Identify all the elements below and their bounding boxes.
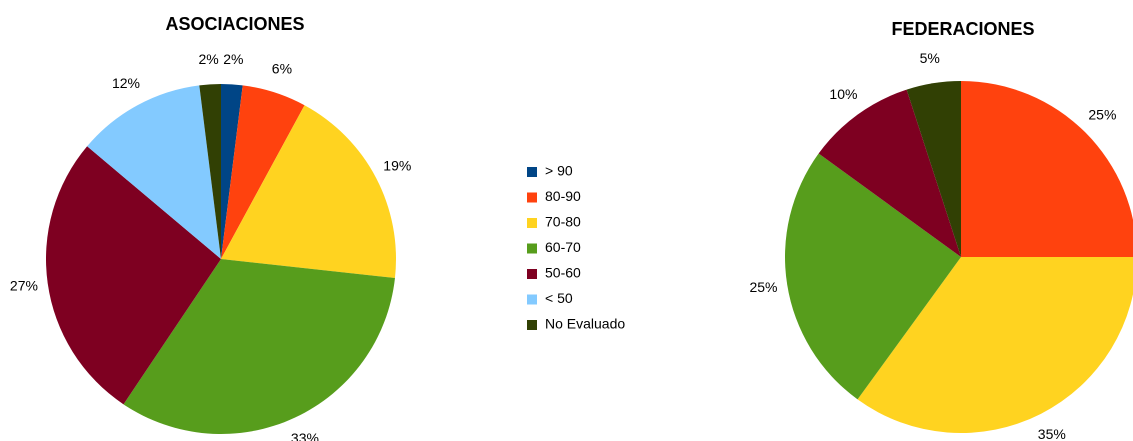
chart-title: ASOCIACIONES [165,14,304,34]
legend-label: < 50 [545,290,573,306]
legend-swatch [527,167,537,177]
legend-swatch [527,243,537,254]
pie-slice [221,85,305,259]
legend-label: 60-70 [545,239,581,255]
pie-slice [961,81,1133,257]
chart-title: FEDERACIONES [891,19,1034,39]
legend-swatch [527,320,537,330]
legend-label: 50-60 [545,265,581,281]
data-label: 33% [291,430,319,441]
data-label: 6% [272,60,292,76]
pie-slice [199,84,221,259]
pie-slice [123,259,395,435]
pie-slice [87,85,221,259]
legend-label: 80-90 [545,188,581,204]
legend-label: > 90 [545,163,573,179]
pie-slice [221,105,396,279]
pie-slice [906,81,961,257]
data-label: 25% [1088,106,1116,122]
data-label: 25% [749,279,777,295]
data-label: 19% [383,157,411,173]
legend-swatch [527,294,537,305]
pie-slice [45,146,222,405]
pie-slice [784,153,961,400]
data-label: 5% [920,50,940,66]
data-label: 27% [10,277,38,293]
legend-swatch [527,192,537,203]
data-label: 2% [223,51,243,67]
data-label: 10% [829,86,857,102]
pie-slice [221,84,243,259]
pie-slice [857,257,1133,433]
legend-label: 70-80 [545,214,581,230]
data-label: 35% [1038,426,1066,441]
data-label: 2% [199,51,219,67]
legend-label: No Evaluado [545,316,625,332]
pie-slice [818,89,961,258]
legend-swatch [527,269,537,279]
legend-swatch [527,218,537,228]
data-label: 12% [112,75,140,91]
